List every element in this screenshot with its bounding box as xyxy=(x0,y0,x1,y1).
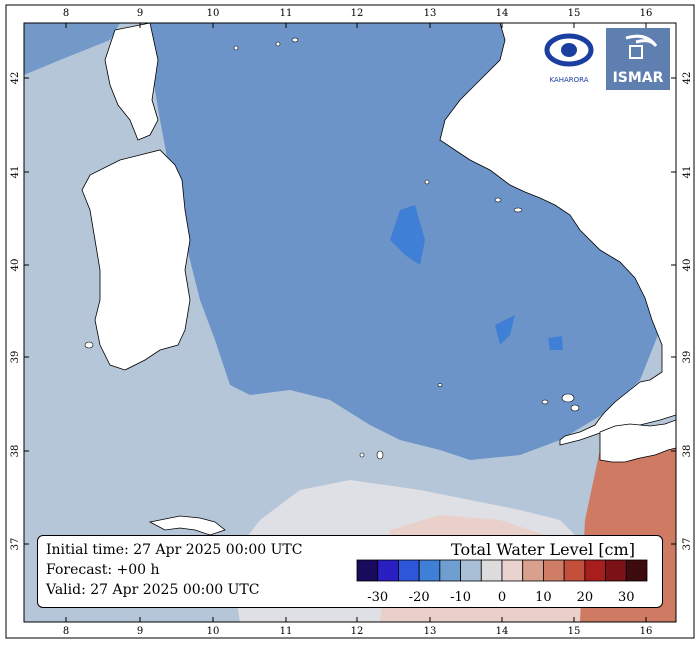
low-spot-1 xyxy=(390,205,425,265)
lon-tick-label: 12 xyxy=(351,8,364,19)
info-legend-box: Initial time: 27 Apr 2025 00:00 UTC Fore… xyxy=(37,535,663,608)
lon-tick-label: 16 xyxy=(640,8,653,19)
lat-tick-label: 39 xyxy=(682,351,693,364)
colorbar-swatch xyxy=(625,559,648,582)
colorbar-swatch xyxy=(501,559,524,582)
colorbar-swatch xyxy=(543,559,565,582)
island-7 xyxy=(376,450,384,460)
lon-tick-label: 8 xyxy=(63,8,69,19)
colorbar-tick-label: -30 xyxy=(367,590,388,605)
colorbar-tick-label: 20 xyxy=(577,590,594,605)
lon-tick-label: 11 xyxy=(280,626,293,637)
ismar-logo-text: ISMAR xyxy=(613,70,664,86)
lat-tick-label: 40 xyxy=(10,259,21,272)
colorbar-swatch xyxy=(439,559,461,582)
colorbar-swatch xyxy=(480,559,503,582)
lon-tick-label: 12 xyxy=(351,626,364,637)
lon-tick-label: 10 xyxy=(207,626,220,637)
forecast-text: Forecast: +00 h xyxy=(46,562,160,578)
low-spot-3 xyxy=(548,336,563,350)
lat-tick-label: 38 xyxy=(10,445,21,458)
land-tunisia-tip xyxy=(148,515,226,536)
initial-time-text: Initial time: 27 Apr 2025 00:00 UTC xyxy=(46,542,303,558)
colorbar-swatch xyxy=(377,559,399,582)
kaharora-logo: KAHARORA xyxy=(535,28,603,90)
land-east-strip xyxy=(599,419,676,463)
colorbar-swatch xyxy=(584,559,606,582)
low-spot-2 xyxy=(495,315,515,345)
island-2 xyxy=(513,207,523,213)
lon-tick-label: 15 xyxy=(568,8,581,19)
lon-tick-label: 8 xyxy=(63,626,69,637)
kaharora-logo-text: KAHARORA xyxy=(549,76,588,84)
lon-tick-label: 13 xyxy=(424,626,437,637)
colorbar-swatch xyxy=(522,559,544,582)
colorbar: -30 -20 -10 0 10 20 30 xyxy=(356,559,648,605)
lon-tick-label: 10 xyxy=(207,8,220,19)
map-frame xyxy=(23,22,677,623)
lat-tick-label: 39 xyxy=(10,351,21,364)
lat-tick-label: 37 xyxy=(682,538,693,551)
land-campania-calabria xyxy=(296,23,676,446)
island-1 xyxy=(494,197,502,203)
lat-ticks-left: 37 38 39 40 41 42 xyxy=(10,72,29,551)
land-sardinia xyxy=(81,149,191,371)
lon-tick-label: 16 xyxy=(640,626,653,637)
island-13 xyxy=(359,452,365,458)
lat-ticks-right: 37 38 39 40 41 42 xyxy=(671,72,693,551)
island-12 xyxy=(84,341,94,349)
colorbar-tick-label: 0 xyxy=(498,590,506,605)
sea-field-blue-nw xyxy=(24,23,120,75)
colorbar-swatch xyxy=(398,559,420,582)
lat-tick-label: 42 xyxy=(10,72,21,85)
land-corsica xyxy=(104,23,159,141)
lon-ticks-bottom: 8 9 10 11 12 13 14 15 16 xyxy=(63,617,653,637)
colorbar-swatch xyxy=(418,559,441,582)
lat-tick-label: 37 xyxy=(10,538,21,551)
lat-tick-label: 42 xyxy=(682,72,693,85)
valid-time-text: Valid: 27 Apr 2025 00:00 UTC xyxy=(46,582,260,598)
colorbar-tick-label: 30 xyxy=(618,590,635,605)
colorbar-tick-label: -20 xyxy=(409,590,430,605)
kaharora-eye-icon: KAHARORA xyxy=(544,33,594,84)
island-3 xyxy=(561,393,575,403)
lat-tick-label: 41 xyxy=(682,166,693,179)
colorbar-tick-label: -10 xyxy=(450,590,471,605)
island-6 xyxy=(437,383,443,387)
colorbar-swatch xyxy=(356,559,379,582)
lon-tick-label: 13 xyxy=(424,8,437,19)
lon-tick-label: 14 xyxy=(496,626,509,637)
island-5 xyxy=(570,404,580,412)
ismar-wave-icon: ISMAR xyxy=(613,34,664,86)
lon-ticks-top: 8 9 10 11 12 13 14 15 16 xyxy=(63,8,653,28)
ismar-logo: ISMAR xyxy=(606,28,670,90)
colorbar-swatch xyxy=(605,559,627,582)
colorbar-swatch xyxy=(563,559,586,582)
outer-frame xyxy=(5,4,695,639)
lon-tick-label: 15 xyxy=(568,626,581,637)
island-11 xyxy=(424,179,430,185)
colorbar-tick-label: 10 xyxy=(535,590,552,605)
lon-tick-label: 9 xyxy=(137,626,143,637)
lat-tick-label: 38 xyxy=(682,445,693,458)
island-9 xyxy=(275,41,281,47)
colorbar-swatch xyxy=(460,559,482,582)
lon-tick-label: 14 xyxy=(496,8,509,19)
island-10 xyxy=(291,37,299,43)
lon-tick-label: 9 xyxy=(137,8,143,19)
lat-tick-label: 40 xyxy=(682,259,693,272)
colorbar-title: Total Water Level [cm] xyxy=(451,540,635,559)
island-8 xyxy=(233,45,239,51)
lat-tick-label: 41 xyxy=(10,166,21,179)
island-4 xyxy=(541,399,549,405)
lon-tick-label: 11 xyxy=(280,8,293,19)
